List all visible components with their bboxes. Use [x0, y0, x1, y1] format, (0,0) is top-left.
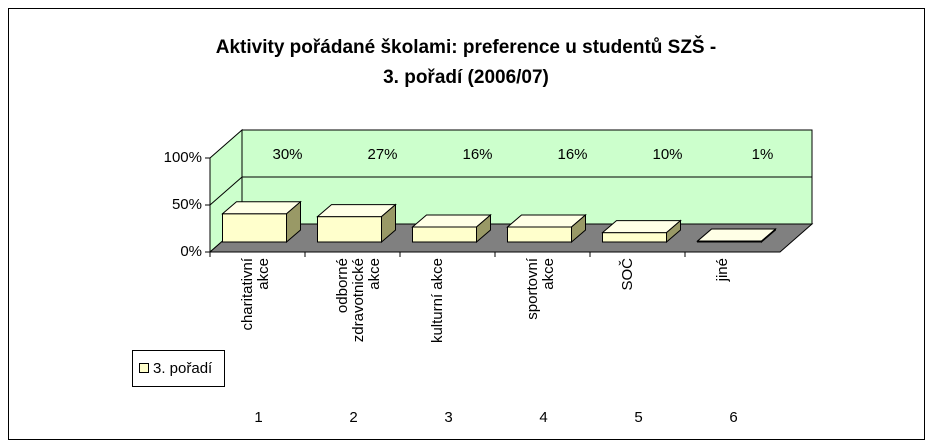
bar-face — [381, 203, 396, 244]
y-tick-label: 100% — [164, 149, 202, 166]
bar-face — [602, 232, 667, 243]
bar-face — [317, 216, 382, 243]
grid-line — [209, 176, 812, 206]
x-tick-label: kulturní akce — [428, 258, 446, 344]
x-tick-label: jiné — [713, 258, 731, 282]
bar-face — [571, 213, 586, 244]
value-label: 16% — [557, 146, 587, 163]
x-tick-label: SOČ — [618, 258, 636, 291]
bar-face — [286, 200, 301, 244]
legend-swatch — [139, 363, 149, 373]
bar — [601, 219, 682, 244]
y-tick-label: 0% — [180, 243, 202, 260]
bar — [221, 200, 302, 244]
value-label: 10% — [652, 146, 682, 163]
category-number: 4 — [539, 409, 547, 426]
bar-face — [412, 226, 477, 243]
y-tick-label: 50% — [172, 196, 202, 213]
bar-face — [476, 213, 491, 244]
category-number: 3 — [444, 409, 452, 426]
bar — [316, 203, 397, 244]
category-number: 5 — [634, 409, 642, 426]
bar-face — [222, 213, 287, 243]
category-number: 6 — [729, 409, 737, 426]
bar-face — [507, 226, 572, 243]
bar-face — [761, 227, 776, 244]
value-label: 16% — [462, 146, 492, 163]
x-tick-label: sportovní akce — [523, 258, 557, 320]
chart-title: Aktivity pořádané školami: preference u … — [216, 36, 716, 58]
bar — [411, 213, 492, 244]
value-label: 27% — [367, 146, 397, 163]
category-number: 2 — [349, 409, 357, 426]
chart-title: 3. pořadí (2006/07) — [383, 67, 549, 88]
bar — [696, 227, 777, 244]
bar-face — [666, 219, 681, 244]
legend-label: 3. pořadí — [153, 360, 213, 377]
x-tick-label: odborné zdravotnické akce — [333, 258, 383, 343]
bar — [506, 213, 587, 244]
value-label: 1% — [752, 146, 774, 163]
x-tick-label: charitativní akce — [238, 258, 272, 331]
category-number: 1 — [254, 409, 262, 426]
value-label: 30% — [272, 146, 302, 163]
